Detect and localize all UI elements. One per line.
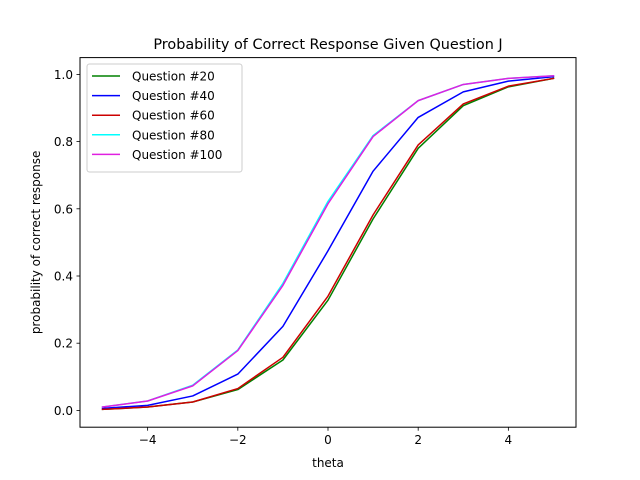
legend-label: Question #100 bbox=[132, 148, 222, 162]
y-tick-label: 0.2 bbox=[54, 337, 73, 351]
chart-title: Probability of Correct Response Given Qu… bbox=[153, 37, 502, 53]
x-tick-label: −4 bbox=[139, 433, 157, 447]
y-axis-label: probability of correct response bbox=[29, 151, 43, 335]
legend: Question #20 Question #40 Question #60 Ques… bbox=[86, 63, 243, 173]
legend-label: Question #80 bbox=[132, 128, 215, 142]
legend-label: Question #40 bbox=[132, 89, 215, 103]
x-tick-label: −2 bbox=[229, 433, 247, 447]
axes-frame bbox=[79, 57, 577, 428]
x-tick-label: 4 bbox=[505, 433, 513, 447]
legend-label: Question #60 bbox=[132, 109, 215, 123]
series-line-3 bbox=[101, 77, 555, 411]
y-tick-label: 0.0 bbox=[54, 404, 73, 418]
plot-area bbox=[101, 74, 555, 411]
x-axis-label: theta bbox=[312, 456, 344, 470]
series-line-2 bbox=[101, 75, 555, 410]
y-tick-label: 0.8 bbox=[54, 135, 73, 149]
legend-box bbox=[86, 63, 243, 173]
y-tick-label: 1.0 bbox=[54, 68, 73, 82]
x-tick-label: 2 bbox=[414, 433, 422, 447]
x-tick-label: 0 bbox=[324, 433, 332, 447]
x-axis: −4 −2 0 2 4 bbox=[139, 427, 512, 447]
legend-label: Question #20 bbox=[132, 70, 215, 84]
y-tick-label: 0.6 bbox=[54, 202, 73, 216]
y-tick-label: 0.4 bbox=[54, 270, 73, 284]
y-axis: 0.0 0.2 0.4 0.6 0.8 1.0 bbox=[54, 68, 80, 418]
series-line-5 bbox=[101, 74, 555, 408]
